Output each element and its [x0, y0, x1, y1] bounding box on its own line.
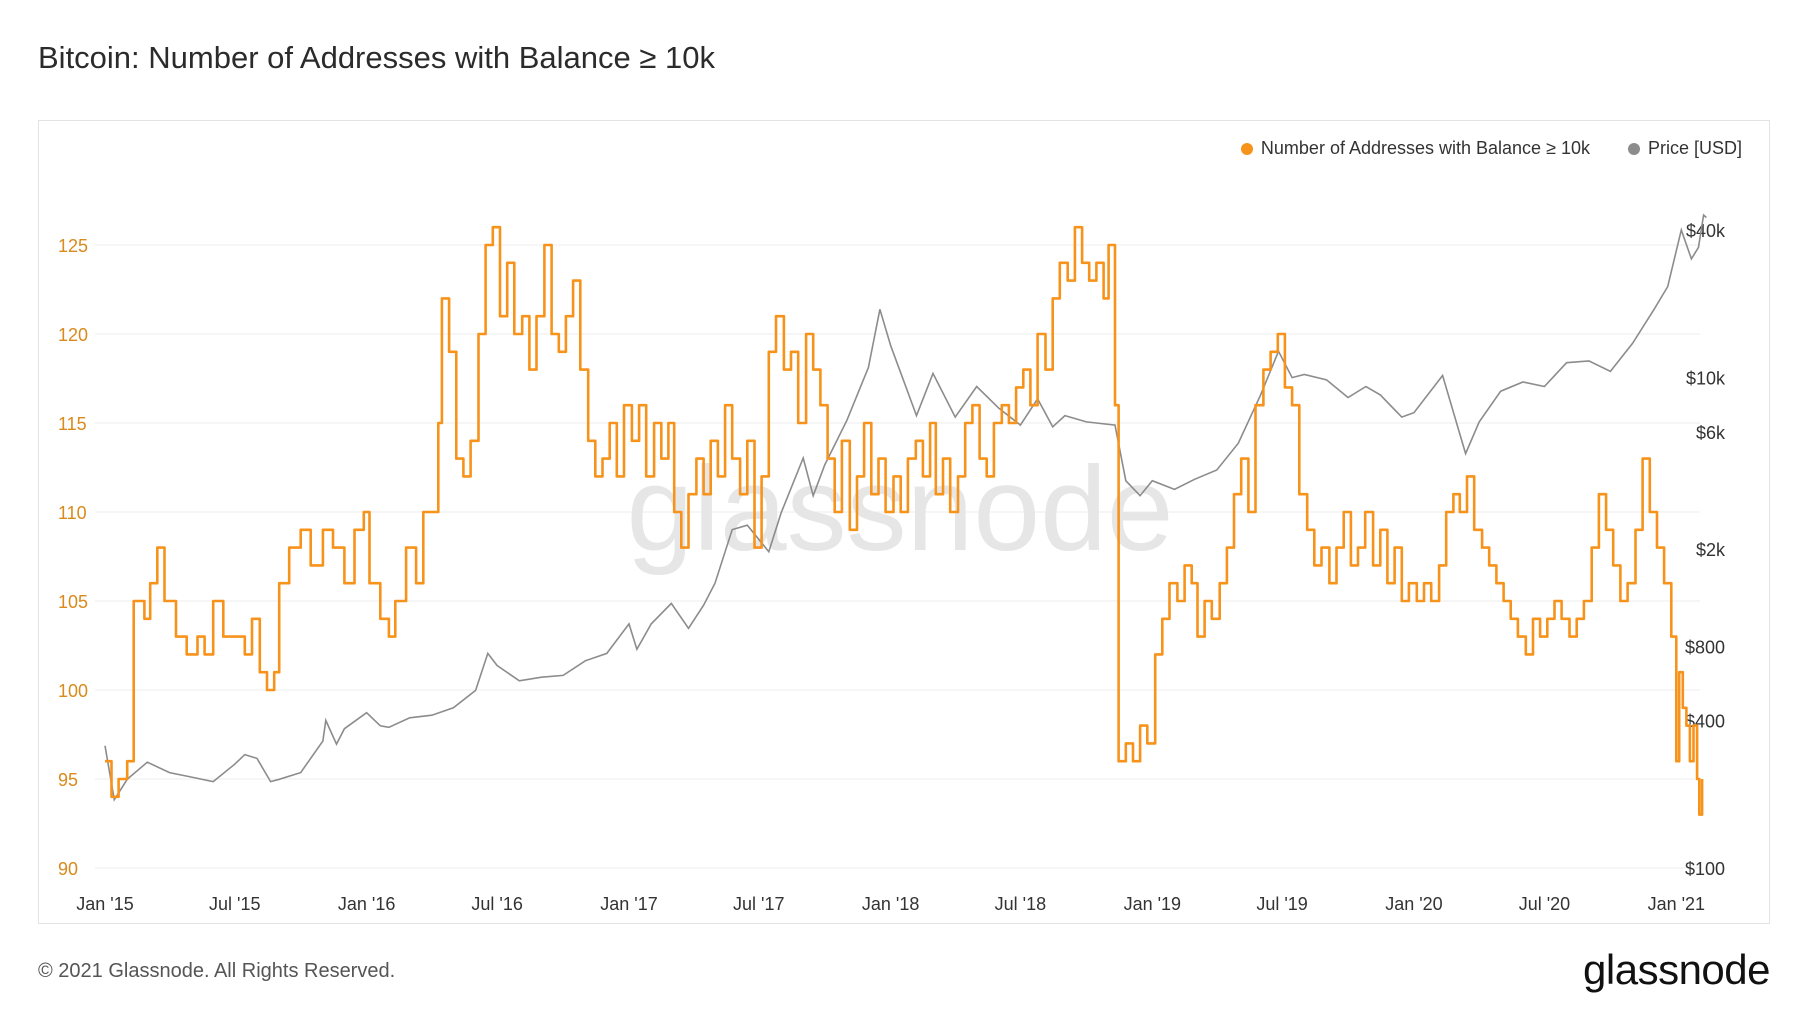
x-tick-label: Jan '18 [862, 894, 919, 914]
left-tick-label: 105 [58, 592, 88, 612]
legend-item-price[interactable]: Price [USD] [1627, 138, 1742, 159]
right-tick-label: $800 [1685, 638, 1725, 658]
x-tick-label: Jan '16 [338, 894, 395, 914]
series-layer [104, 213, 1707, 816]
right-tick-label: $6k [1696, 423, 1726, 443]
x-tick-label: Jul '20 [1519, 894, 1570, 914]
left-tick-label: 110 [58, 503, 87, 523]
x-tick-label: Jul '16 [471, 894, 522, 914]
x-tick-label: Jan '19 [1124, 894, 1181, 914]
chart-panel [38, 120, 1770, 924]
left-tick-label: 120 [58, 325, 88, 345]
x-tick-label: Jul '19 [1256, 894, 1307, 914]
x-tick-label: Jan '17 [600, 894, 657, 914]
left-axis: 90 95 100 105 110 115 120 125 [58, 236, 88, 879]
left-tick-label: 90 [58, 859, 78, 879]
legend-label-price: Price [USD] [1647, 138, 1742, 158]
chart-title: Bitcoin: Number of Addresses with Balanc… [38, 40, 715, 75]
left-tick-label: 100 [58, 681, 88, 701]
legend-item-addresses[interactable]: Number of Addresses with Balance ≥ 10k [1240, 138, 1590, 159]
right-tick-label: $100 [1685, 859, 1725, 879]
right-axis: $100$400$800$2k$6k$10k$40k [1685, 221, 1726, 879]
addresses-line [105, 225, 1704, 816]
gray-dot-icon [1627, 142, 1640, 155]
x-tick-label: Jul '15 [209, 894, 260, 914]
copyright: © 2021 Glassnode. All Rights Reserved. [38, 960, 396, 982]
right-tick-label: $10k [1686, 369, 1726, 389]
brand-logo: glassnode [1583, 946, 1770, 993]
x-tick-label: Jan '15 [76, 894, 133, 914]
orange-dot-icon [1240, 142, 1253, 155]
x-tick-label: Jan '21 [1648, 894, 1705, 914]
x-axis: Jan '15 Jul '15 Jan '16 Jul '16 Jan '17 Jul '… [76, 894, 1705, 914]
legend-label-addresses: Number of Addresses with Balance ≥ 10k [1260, 138, 1590, 158]
left-tick-label: 125 [58, 236, 88, 256]
x-tick-label: Jul '18 [995, 894, 1046, 914]
left-tick-label: 95 [58, 770, 78, 790]
right-tick-label: $40k [1686, 221, 1726, 241]
left-tick-label: 115 [58, 414, 87, 434]
price-line [104, 213, 1707, 802]
x-tick-label: Jan '20 [1385, 894, 1442, 914]
right-tick-label: $2k [1696, 540, 1726, 560]
legend: Number of Addresses with Balance ≥ 10k P… [1240, 138, 1742, 159]
x-tick-label: Jul '17 [733, 894, 784, 914]
